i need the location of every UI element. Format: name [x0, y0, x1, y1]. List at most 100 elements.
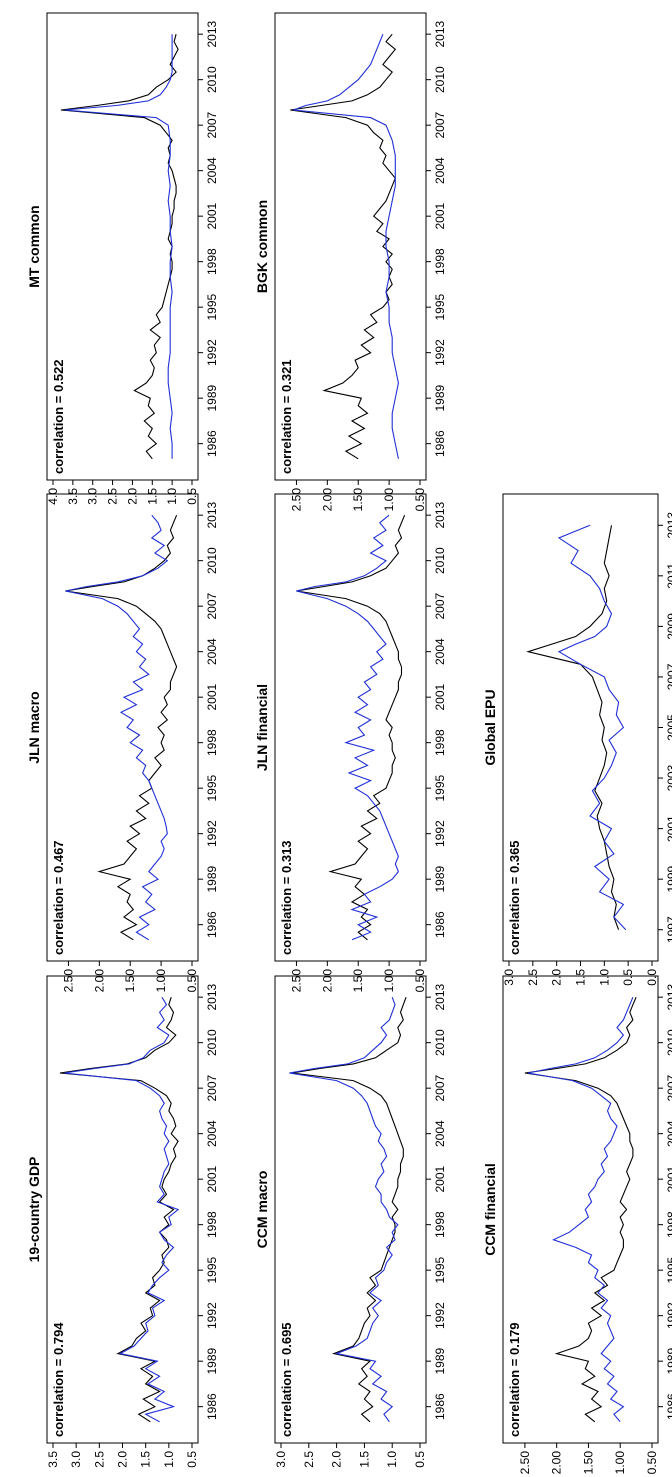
- x-tick-label: 1992: [205, 1302, 219, 1329]
- y-tick-label: 1.5: [574, 969, 588, 986]
- series-line-blue: [64, 996, 180, 1423]
- y-tick-label: 1.00: [382, 969, 396, 993]
- x-tick-label: 1992: [433, 1302, 447, 1329]
- x-tick-label: 1986: [665, 1393, 672, 1420]
- series-line-blue: [289, 997, 399, 1423]
- x-tick-label: 2001: [205, 1165, 219, 1192]
- y-tick-label: 2.0: [125, 488, 139, 505]
- y-tick-label: 1.50: [581, 1451, 595, 1475]
- x-tick-label: 2010: [433, 66, 447, 93]
- y-tick-label: 2.0: [550, 969, 564, 986]
- y-tick-label: 2.00: [320, 969, 334, 993]
- y-tick-label: 2.5: [302, 1451, 316, 1468]
- y-tick-label: 1.00: [154, 969, 168, 993]
- y-tick-label: 2.5: [526, 969, 540, 986]
- x-tick-label: 2007: [433, 1074, 447, 1101]
- y-tick-label: 1.50: [351, 969, 365, 993]
- y-tick-label: 1.00: [382, 488, 396, 512]
- x-tick-label: 2001: [665, 815, 672, 842]
- x-tick-label: 2013: [665, 512, 672, 539]
- x-tick-label: 2011: [665, 563, 672, 589]
- x-tick-label: 1995: [665, 1256, 672, 1283]
- panel-title: CCM macro: [254, 1171, 270, 1249]
- x-tick-label: 1989: [205, 865, 219, 892]
- x-tick-label: 1995: [205, 1256, 219, 1283]
- x-tick-label: 2001: [433, 1165, 447, 1192]
- x-tick-label: 2010: [205, 66, 219, 93]
- y-tick-label: 0.5: [185, 1451, 199, 1468]
- x-tick-label: 1992: [205, 339, 219, 366]
- chart-panel-6: CCM financial correlation = 0.179 1986 1989…: [482, 975, 672, 1475]
- chart-panel-2: MT common correlation = 0.522 1986 1989 1992…: [26, 12, 219, 505]
- y-tick-label: 0.5: [413, 1451, 427, 1468]
- series-line-black: [292, 997, 407, 1423]
- x-tick-label: 2004: [205, 638, 219, 665]
- x-tick-label: 1995: [205, 293, 219, 320]
- series-line-blue: [64, 34, 173, 459]
- x-tick-label: 1986: [205, 1393, 219, 1420]
- correlation-annotation: correlation = 0.522: [51, 359, 66, 474]
- x-tick-label: 2010: [433, 1029, 447, 1056]
- y-tick-label: 0.5: [621, 969, 635, 986]
- chart-panel-1: JLN macro correlation = 0.467 1986 1989 1992…: [26, 493, 219, 993]
- y-tick-label: 1.00: [613, 1451, 627, 1475]
- y-tick-label: 1.0: [597, 969, 611, 986]
- x-tick-label: 2010: [433, 547, 447, 574]
- series-line-black: [60, 34, 179, 460]
- x-tick-label: 2007: [665, 1074, 672, 1101]
- panel-title: CCM financial: [482, 1163, 498, 1256]
- x-tick-label: 1989: [433, 1347, 447, 1374]
- x-tick-label: 1992: [205, 820, 219, 847]
- x-tick-label: 2013: [433, 20, 447, 47]
- y-tick-label: 2.50: [289, 488, 303, 512]
- chart-panel-4: JLN financial correlation = 0.313 1986 1989…: [254, 493, 447, 993]
- x-tick-label: 1997: [665, 916, 672, 943]
- panel-title: BGK common: [254, 200, 270, 293]
- x-tick-label: 2001: [665, 1165, 672, 1192]
- correlation-annotation: correlation = 0.365: [507, 840, 522, 955]
- plot-frame: [274, 975, 427, 1444]
- x-tick-label: 1998: [205, 248, 219, 275]
- x-tick-label: 1989: [205, 384, 219, 411]
- x-tick-label: 2001: [205, 683, 219, 710]
- chart-panel-5: BGK common correlation = 0.321 1986 1989 199…: [254, 12, 447, 512]
- x-tick-label: 2010: [205, 1029, 219, 1056]
- y-tick-label: 0.0: [645, 969, 659, 986]
- y-tick-label: 1.50: [123, 969, 137, 993]
- x-tick-label: 1989: [433, 865, 447, 892]
- y-tick-label: 3.0: [502, 969, 516, 986]
- x-tick-label: 2007: [433, 592, 447, 619]
- series-line-black: [296, 514, 406, 941]
- y-tick-label: 2.0: [116, 1451, 130, 1468]
- series-line-blue: [293, 33, 399, 459]
- chart-panel-7: Global EPU correlation = 0.365 1997 1999 200…: [482, 493, 672, 986]
- y-tick-label: 1.0: [385, 1451, 399, 1468]
- plot-frame: [502, 975, 659, 1444]
- x-tick-label: 2007: [665, 663, 672, 690]
- correlation-annotation: correlation = 0.794: [51, 1322, 66, 1437]
- x-tick-label: 1995: [433, 1256, 447, 1283]
- x-tick-label: 1995: [433, 293, 447, 320]
- y-tick-label: 4.0: [46, 488, 60, 505]
- series-line-black: [65, 514, 178, 941]
- panel-title: 19-country GDP: [26, 1157, 42, 1263]
- series-line-blue: [527, 996, 634, 1423]
- plot-frame: [274, 12, 427, 481]
- chart-panel-3: CCM macro correlation = 0.695 1986 1989 1992…: [254, 975, 447, 1468]
- x-tick-label: 2007: [205, 592, 219, 619]
- panel-title: JLN financial: [254, 684, 270, 771]
- y-tick-label: 1.5: [145, 488, 159, 505]
- correlation-annotation: correlation = 0.695: [279, 1322, 294, 1437]
- x-tick-label: 1986: [433, 430, 447, 457]
- x-tick-label: 2013: [433, 983, 447, 1010]
- y-tick-label: 0.50: [645, 1451, 659, 1475]
- x-tick-label: 1998: [205, 729, 219, 756]
- correlation-annotation: correlation = 0.321: [279, 359, 294, 474]
- y-tick-label: 3.5: [66, 488, 80, 505]
- x-tick-label: 1995: [205, 774, 219, 801]
- x-tick-label: 1998: [433, 248, 447, 275]
- x-tick-label: 2009: [665, 613, 672, 640]
- plot-frame: [46, 493, 199, 962]
- x-tick-label: 1992: [665, 1302, 672, 1329]
